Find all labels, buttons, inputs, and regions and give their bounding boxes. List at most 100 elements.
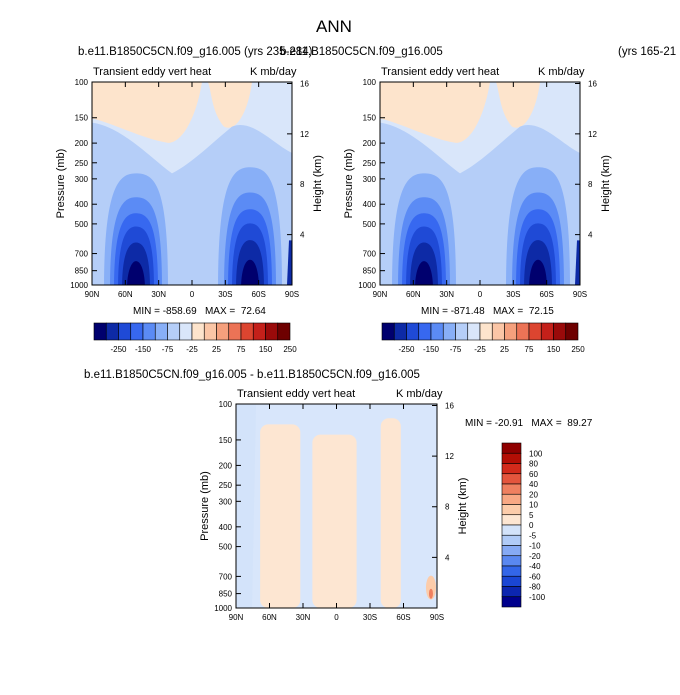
panel1-case-label: b.e11.B1850C5CN.f09_g16.005 (yrs 235-284… xyxy=(78,46,313,58)
y-tick-label: 500 xyxy=(75,220,89,229)
positive-streak xyxy=(280,455,291,517)
colorbar-swatch xyxy=(501,524,522,536)
y-tick-label: 850 xyxy=(219,590,233,599)
colorbar-swatch xyxy=(501,514,522,526)
x-tick-label: 0 xyxy=(334,613,339,622)
x-tick-label: 90S xyxy=(430,613,444,622)
colorbar-swatch xyxy=(501,534,522,546)
contour-band-lobe xyxy=(415,261,433,285)
colorbar-swatch xyxy=(501,452,522,464)
contour-band-lobe xyxy=(529,259,547,285)
colorbar-swatch xyxy=(442,322,456,341)
panel-3-field xyxy=(236,404,437,608)
y-axis-label: Pressure (mb) xyxy=(199,471,211,541)
y-tick-label: 100 xyxy=(219,400,233,409)
y2-tick-label: 4 xyxy=(300,231,305,240)
colorbar-label: -60 xyxy=(529,572,541,581)
panel2-subtitle-right: K mb/day xyxy=(538,66,585,78)
x-tick-label: 30S xyxy=(218,290,232,299)
colorbar-swatch xyxy=(501,565,522,577)
colorbar-label: -100 xyxy=(529,593,546,602)
x-tick-label: 0 xyxy=(190,290,195,299)
colorbar-swatch xyxy=(105,322,119,341)
x-tick-label: 60N xyxy=(262,613,277,622)
y-tick-label: 300 xyxy=(75,175,89,184)
y-axis-label: Pressure (mb) xyxy=(343,149,355,219)
y2-axis-label: Height (km) xyxy=(600,155,612,212)
y-tick-label: 150 xyxy=(363,114,377,123)
x-tick-label: 60N xyxy=(406,290,421,299)
colorbar-label: 100 xyxy=(529,449,543,458)
colorbar-swatch xyxy=(142,322,156,341)
colorbar-label: 80 xyxy=(529,460,538,469)
panel2-case-years: (yrs 165-21 xyxy=(618,46,677,58)
y-tick-label: 500 xyxy=(219,543,233,552)
y2-tick-label: 16 xyxy=(445,401,454,410)
colorbar-swatch xyxy=(265,322,279,341)
y2-tick-label: 12 xyxy=(300,130,309,139)
y2-tick-label: 4 xyxy=(445,553,450,562)
x-tick-label: 0 xyxy=(478,290,483,299)
colorbar-label: -250 xyxy=(110,345,127,354)
y-tick-label: 250 xyxy=(363,159,377,168)
panel-3 xyxy=(235,403,438,609)
x-tick-label: 90S xyxy=(573,290,587,299)
positive-streak xyxy=(312,434,357,608)
y-tick-label: 200 xyxy=(219,461,233,470)
colorbar-swatch xyxy=(501,575,522,587)
panel2-case-label: b.e11.B1850C5CN.f09_g16.005 xyxy=(280,46,443,58)
colorbar-label: -5 xyxy=(529,531,537,540)
colorbar-label: 250 xyxy=(571,345,585,354)
x-tick-label: 30N xyxy=(151,290,166,299)
colorbar-swatch xyxy=(228,322,242,341)
y2-tick-label: 12 xyxy=(445,452,454,461)
y-tick-label: 700 xyxy=(75,250,89,259)
colorbar-swatch xyxy=(216,322,230,341)
x-tick-label: 30N xyxy=(296,613,311,622)
positive-blob xyxy=(425,575,436,600)
colorbar-label: 20 xyxy=(529,490,538,499)
colorbar-swatch xyxy=(528,322,542,341)
colorbar-swatch xyxy=(501,473,522,485)
colorbar-swatch xyxy=(406,322,420,341)
colorbar-swatch xyxy=(203,322,217,341)
colorbar-label: 25 xyxy=(212,345,221,354)
y2-axis-label: Height (km) xyxy=(312,155,324,212)
panel2-min-max: MIN = -871.48 MAX = 72.15 xyxy=(421,306,554,317)
colorbar-swatch xyxy=(501,493,522,505)
x-tick-label: 90N xyxy=(85,290,100,299)
x-tick-label: 90N xyxy=(229,613,244,622)
y-tick-label: 200 xyxy=(75,139,89,148)
x-tick-label: 30N xyxy=(439,290,454,299)
y-tick-label: 300 xyxy=(219,497,233,506)
y2-tick-label: 8 xyxy=(445,503,450,512)
colorbar-swatch xyxy=(240,322,254,341)
y-tick-label: 400 xyxy=(75,200,89,209)
colorbar-swatch xyxy=(179,322,193,341)
colorbar-label: 40 xyxy=(529,480,538,489)
panel-1-field xyxy=(92,82,292,285)
colorbar-label: 150 xyxy=(547,345,561,354)
positive-region xyxy=(208,82,252,128)
colorbar-swatch xyxy=(467,322,481,341)
positive-region xyxy=(92,82,202,143)
colorbar-swatch xyxy=(167,322,181,341)
y-tick-label: 300 xyxy=(363,175,377,184)
y2-tick-label: 16 xyxy=(588,79,597,88)
x-tick-label: 30S xyxy=(506,290,520,299)
y2-tick-label: 4 xyxy=(588,231,593,240)
colorbar-label: 60 xyxy=(529,470,538,479)
colorbar-label: 150 xyxy=(259,345,273,354)
panel3-subtitle-right: K mb/day xyxy=(396,388,443,400)
y-tick-label: 400 xyxy=(363,200,377,209)
y2-tick-label: 8 xyxy=(588,180,593,189)
colorbar-label: 25 xyxy=(500,345,509,354)
colorbar-swatch xyxy=(501,483,522,495)
x-tick-label: 60N xyxy=(118,290,133,299)
positive-region xyxy=(380,82,490,143)
panel2-subtitle-left: Transient eddy vert heat xyxy=(381,66,500,78)
panel1-subtitle-right: K mb/day xyxy=(250,66,297,78)
positive-region xyxy=(496,82,540,128)
colorbar-swatch xyxy=(418,322,432,341)
